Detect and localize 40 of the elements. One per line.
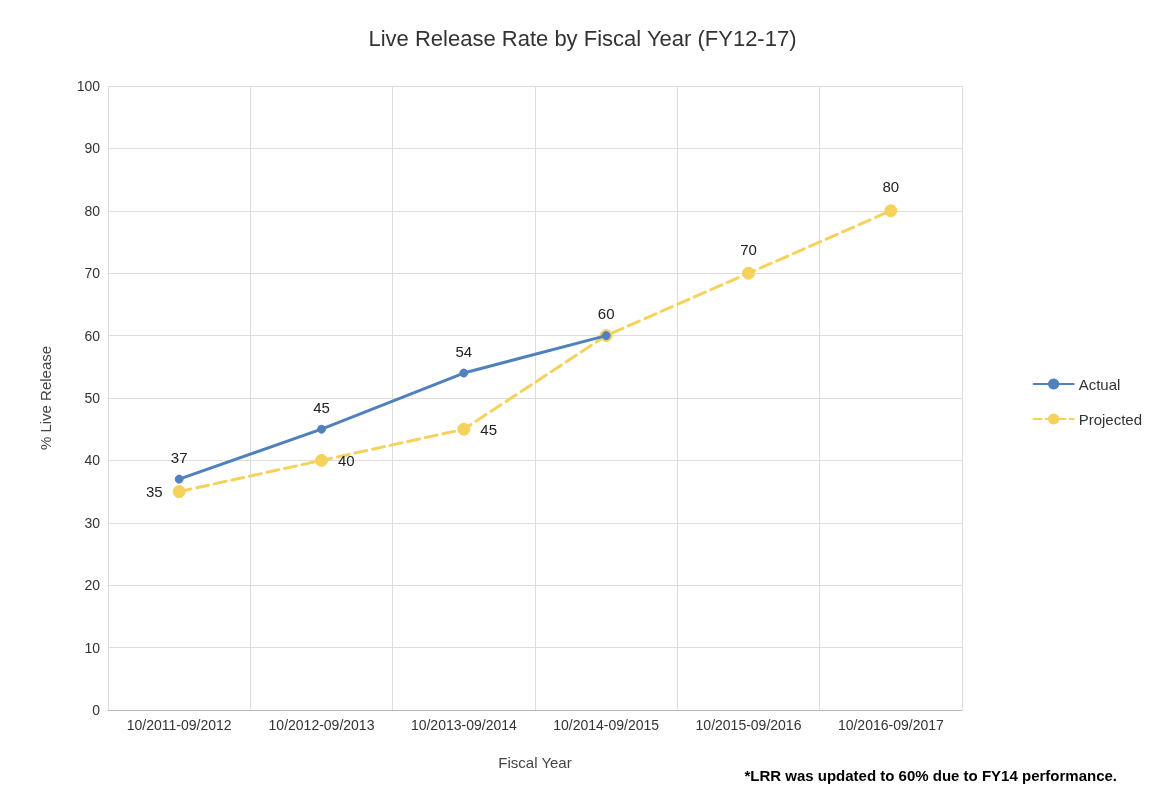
point [172,485,186,499]
y-tick-label: 80 [84,202,101,219]
legend-label: Projected [1078,410,1143,428]
y-tick-label: 0 [92,702,101,718]
data-label: 60 [597,305,615,323]
y-tick-label: 60 [84,327,101,344]
chart-title: Live Release Rate by Fiscal Year (FY12-17) [368,25,797,51]
x-tick-label: 10/2011-09/2012 [126,717,232,733]
point [459,368,469,378]
legend-label: Actual [1078,375,1121,393]
y-tick-label: 40 [84,452,101,469]
x-tick-label: 10/2015-09/2016 [695,717,802,733]
data-label: 35 [145,483,163,501]
y-tick-label: 10 [84,639,101,656]
y-tick-label: 90 [84,140,101,157]
point [317,424,326,434]
y-tick-label: 20 [84,577,101,594]
x-tick-label: 10/2012-09/2013 [268,717,375,733]
data-label: 54 [455,342,473,360]
data-label: 45 [313,398,330,416]
x-tick-label: 10/2013-09/2014 [410,717,517,733]
point [315,453,328,467]
x-axis-title: Fiscal Year [498,754,572,771]
data-label: 45 [480,420,498,438]
point [742,266,755,280]
y-tick-label: 100 [76,78,101,94]
y-tick-label: 30 [84,514,101,531]
x-tick-label: 10/2016-09/2017 [837,717,944,733]
point [457,422,471,436]
y-tick-label: 70 [84,265,101,282]
y-tick-label: 50 [84,390,101,406]
data-label: 70 [740,240,757,258]
point [174,474,184,484]
x-tick-label: 10/2014-09/2015 [553,717,660,733]
text: *LRR was updated to 60% due to FY14 performance. [744,767,1117,784]
data-label: 37 [170,448,188,466]
data-label: 40 [338,451,355,469]
point [884,204,898,218]
y-axis-title: % Live Release [37,345,54,451]
data-label: 80 [882,178,900,196]
